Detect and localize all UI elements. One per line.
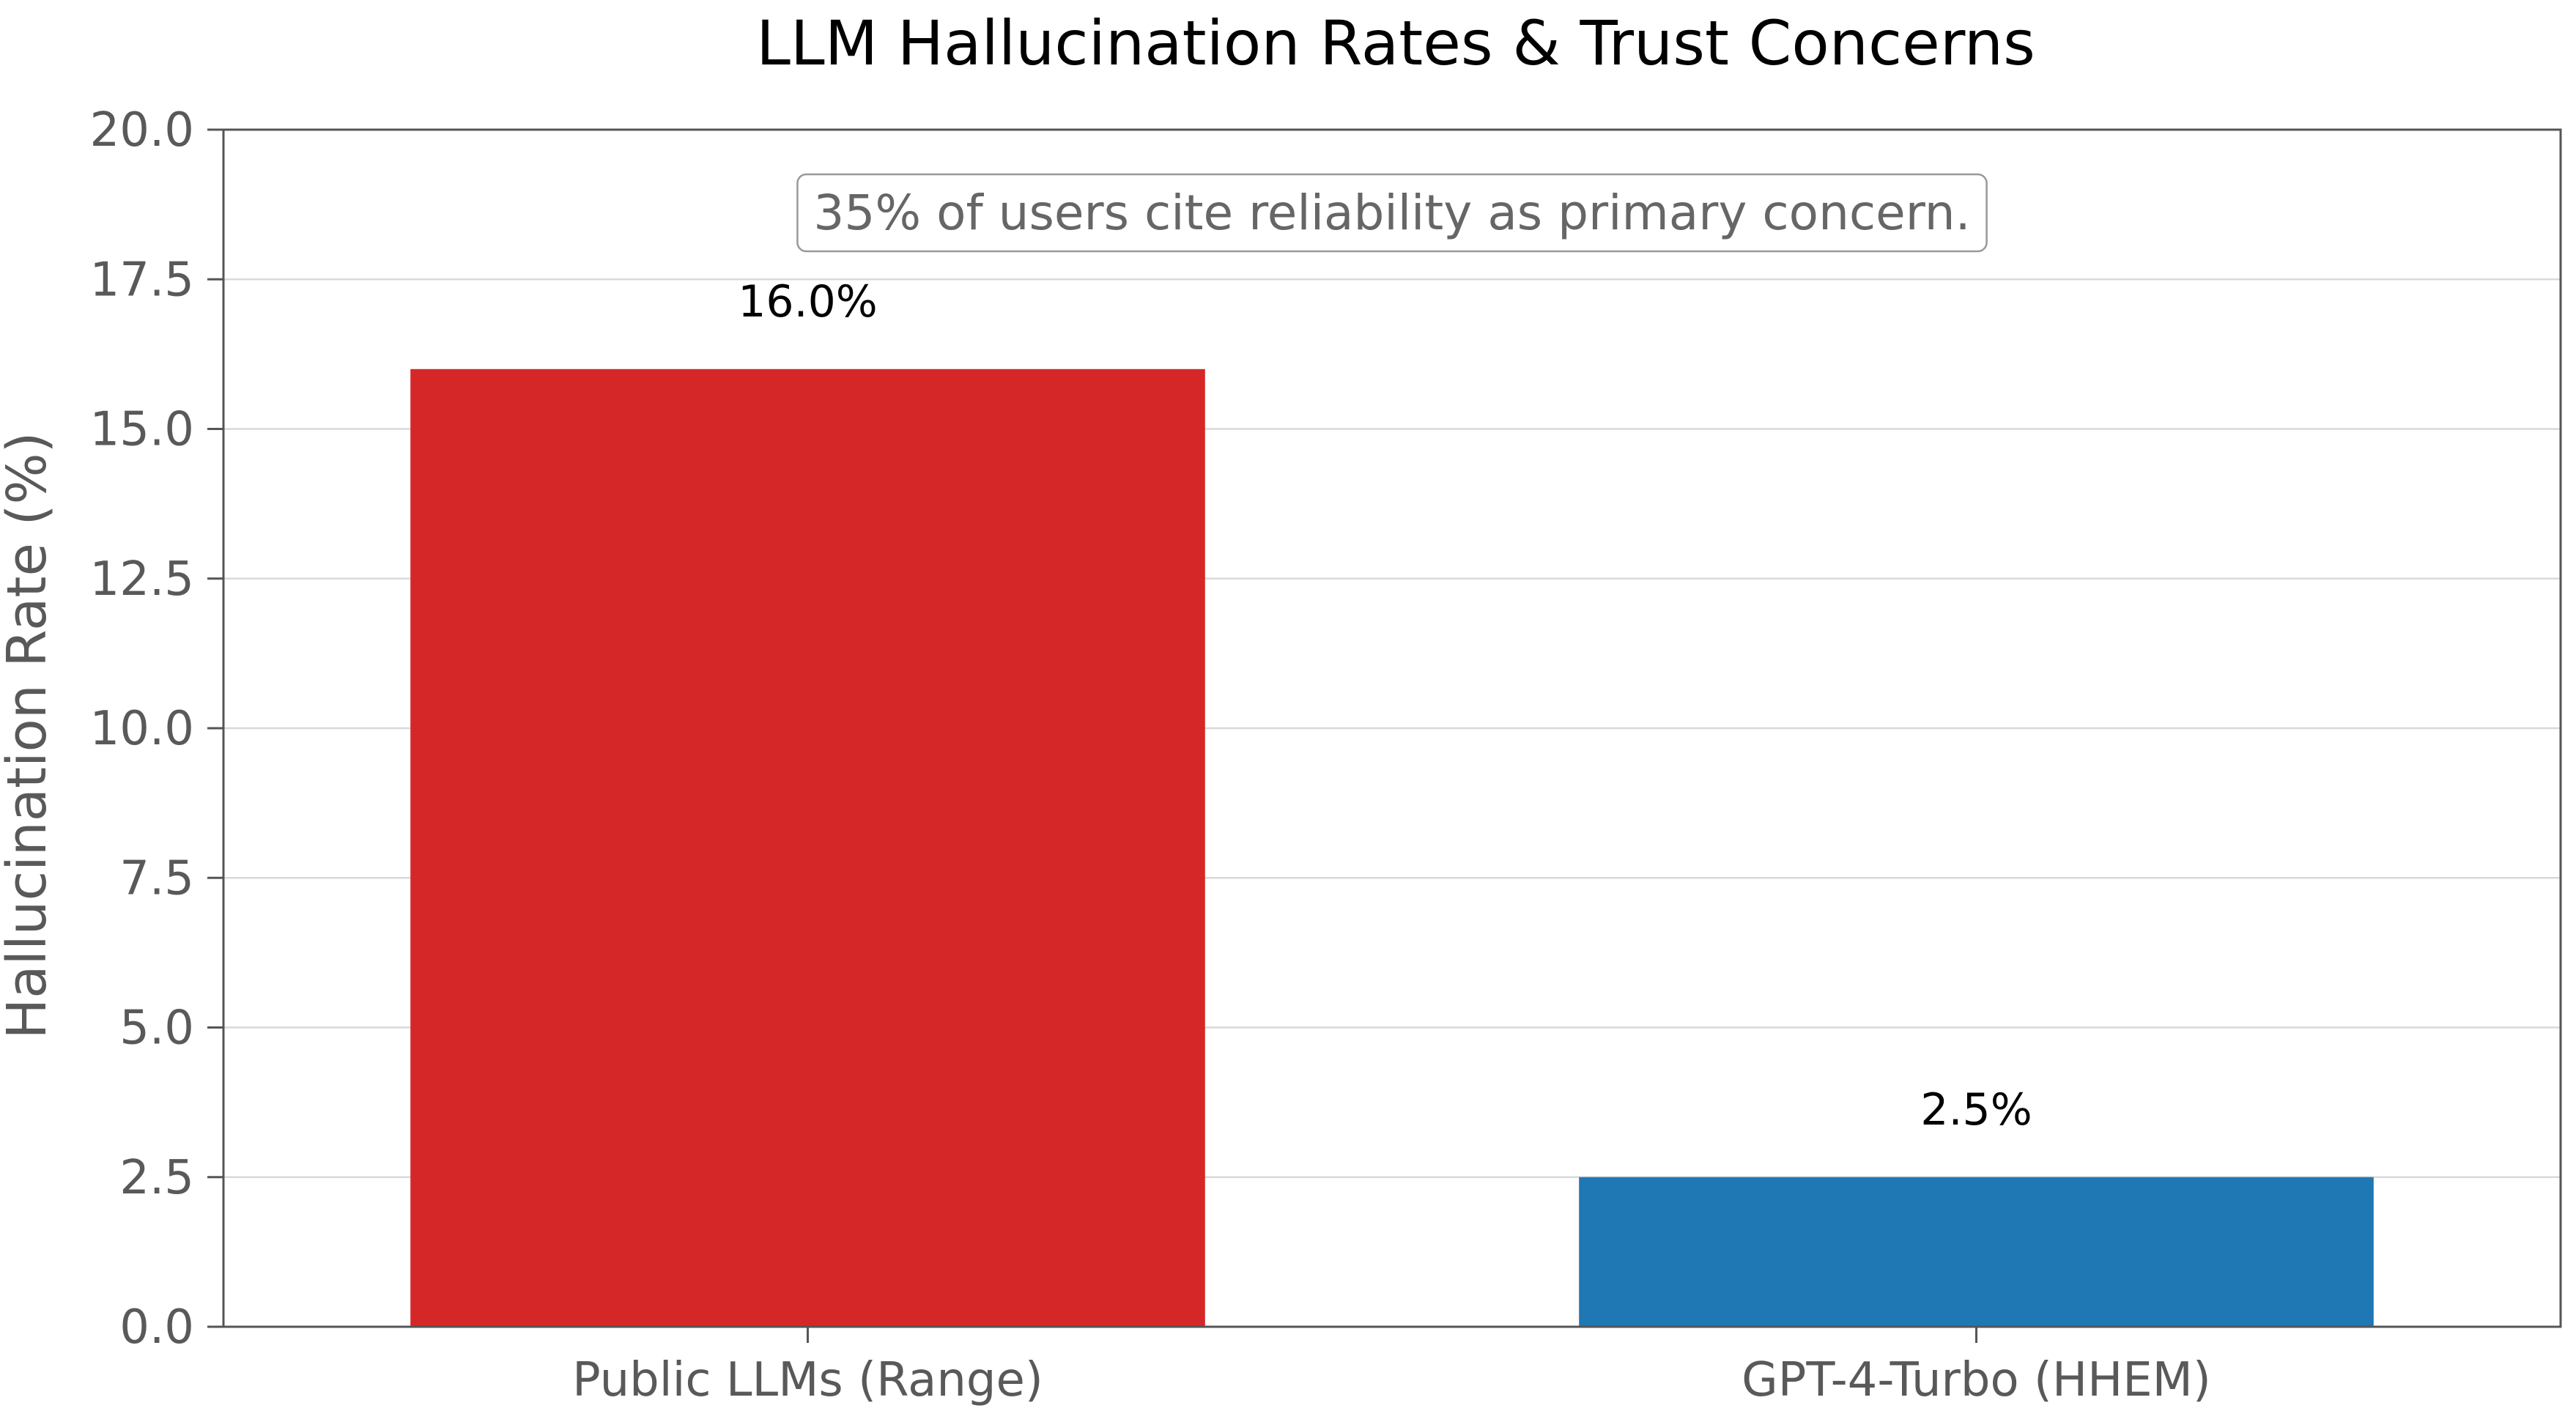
y-axis-label: Hallucination Rate (%) — [0, 432, 59, 1039]
y-tick-label: 7.5 — [119, 851, 194, 906]
y-axis-ticks: 0.0 2.5 5.0 7.5 10.0 12.5 15.0 17.5 20.0 — [90, 103, 223, 1355]
bar — [410, 369, 1205, 1327]
y-tick-label: 0.0 — [119, 1300, 194, 1355]
bars — [410, 369, 2374, 1327]
bar-value-label: 2.5% — [1920, 1084, 2032, 1136]
chart-title: LLM Hallucination Rates & Trust Concerns — [756, 7, 2035, 79]
x-tick-label: Public LLMs (Range) — [572, 1353, 1043, 1407]
y-tick-label: 2.5 — [119, 1151, 194, 1205]
x-tick-label: GPT-4-Turbo (HHEM) — [1742, 1353, 2211, 1407]
bar-value-label: 16.0% — [738, 276, 878, 327]
bar — [1579, 1177, 2374, 1327]
y-tick-label: 12.5 — [90, 552, 195, 607]
annotation-border — [796, 173, 1988, 253]
annotation-text: 35% of users cite reliability as primary… — [813, 185, 1970, 241]
y-tick-label: 5.0 — [119, 1001, 194, 1056]
x-axis-ticks: Public LLMs (Range) GPT-4-Turbo (HHEM) — [572, 1327, 2211, 1407]
y-tick-label: 20.0 — [90, 103, 195, 158]
y-tick-label: 10.0 — [90, 702, 195, 756]
y-tick-label: 17.5 — [90, 253, 195, 307]
annotation-box: 35% of users cite reliability as primary… — [796, 173, 1988, 253]
data-labels: 16.0% 2.5% — [738, 276, 2032, 1136]
y-tick-label: 15.0 — [90, 403, 195, 457]
